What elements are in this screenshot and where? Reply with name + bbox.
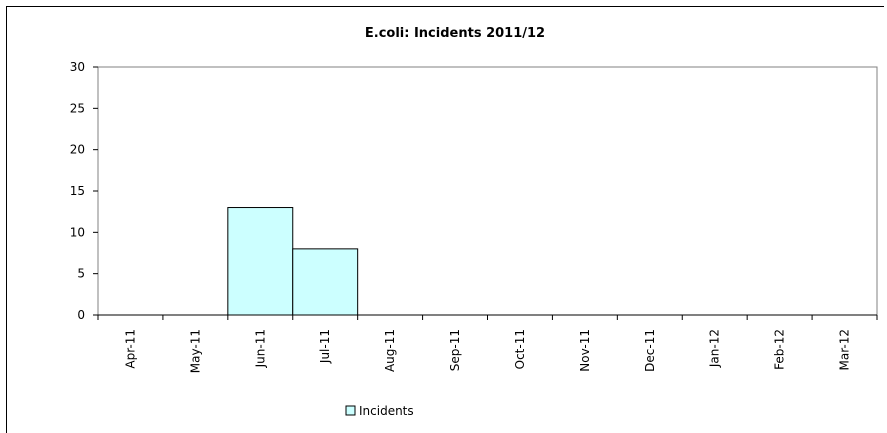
x-tick-label: Dec-11 xyxy=(643,329,657,372)
chart-title: E.coli: Incidents 2011/12 xyxy=(365,26,545,41)
x-axis: Apr-11 May-11 Jun-11 Jul-11 Aug-11 Sep-11 Oct-… xyxy=(97,314,878,373)
y-tick-label: 0 xyxy=(77,308,85,322)
x-tick-label: Nov-11 xyxy=(578,329,592,372)
x-tick-label: Jul-11 xyxy=(318,329,332,364)
chart-frame xyxy=(6,6,884,433)
x-tick-label: Jun-11 xyxy=(253,329,267,368)
x-tick-label: Apr-11 xyxy=(123,329,137,369)
x-tick-label: May-11 xyxy=(188,329,202,373)
legend-swatch xyxy=(345,405,356,416)
y-axis: 0 5 10 15 20 25 30 xyxy=(70,60,98,322)
legend-label: Incidents xyxy=(359,404,414,418)
x-tick-label: Jan-12 xyxy=(708,329,722,368)
bar-jun-11 xyxy=(227,207,294,316)
x-tick-label: Feb-12 xyxy=(773,329,787,370)
x-tick-label: Mar-12 xyxy=(838,329,852,370)
x-tick-label: Sep-11 xyxy=(448,329,462,371)
y-tick-label: 10 xyxy=(70,225,85,239)
y-tick-label: 15 xyxy=(70,184,85,198)
bar-jul-11 xyxy=(292,248,359,316)
y-tick-label: 25 xyxy=(70,101,85,115)
bars xyxy=(227,207,359,316)
y-tick-label: 5 xyxy=(77,267,85,281)
legend: Incidents xyxy=(345,404,414,418)
x-tick-label: Oct-11 xyxy=(513,329,527,369)
plot-area xyxy=(97,66,878,316)
y-tick-label: 30 xyxy=(70,60,85,74)
x-tick-label: Aug-11 xyxy=(383,329,397,372)
y-tick-label: 20 xyxy=(70,143,85,157)
